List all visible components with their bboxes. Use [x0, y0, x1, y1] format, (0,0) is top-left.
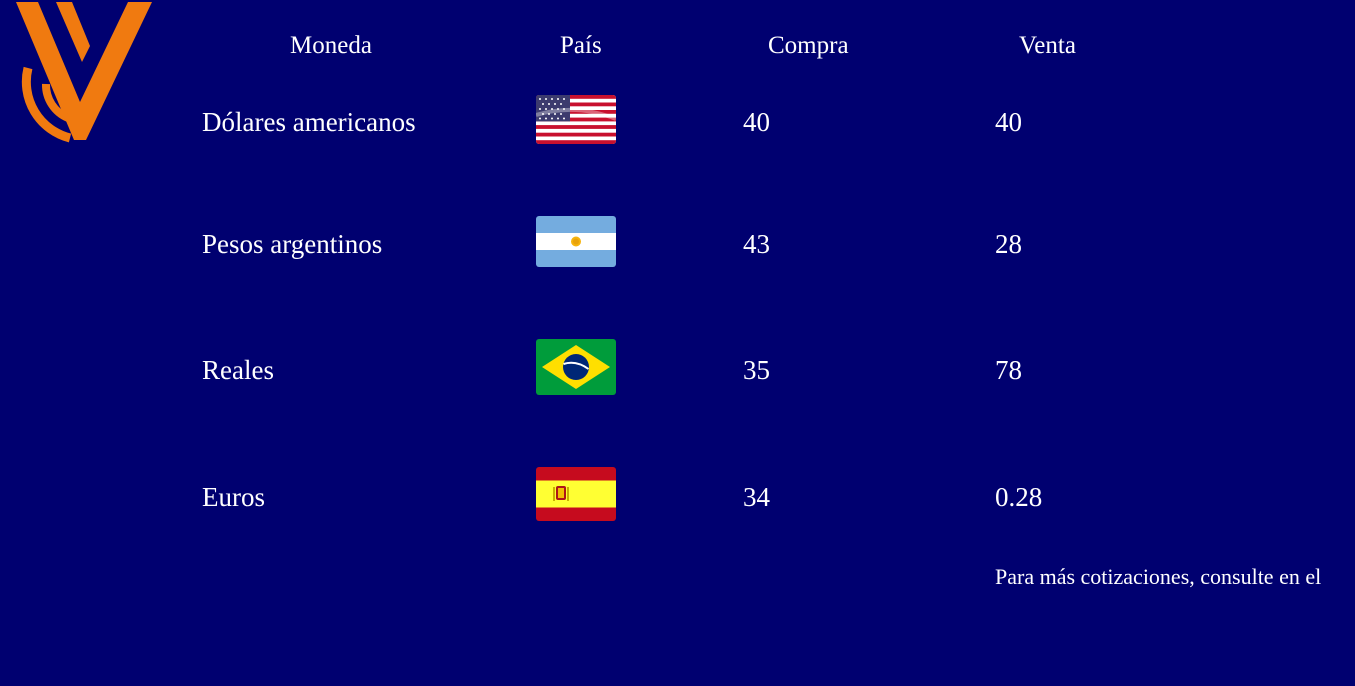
- buy-value: 35: [743, 355, 770, 385]
- header-country: País: [560, 32, 602, 59]
- buy-value: 34: [743, 482, 770, 512]
- sell-value: 78: [995, 355, 1022, 385]
- sell-value: 0.28: [995, 482, 1043, 512]
- header-currency: Moneda: [290, 32, 372, 59]
- currency-name: Pesos argentinos: [202, 229, 383, 259]
- cv-logo-icon: [16, 2, 152, 143]
- spain-flag-icon: [536, 467, 616, 521]
- header-sell: Venta: [1019, 32, 1076, 59]
- brazil-flag-icon: [536, 339, 616, 395]
- buy-value: 43: [743, 229, 770, 259]
- argentina-flag-icon: [536, 216, 616, 267]
- currency-name: Dólares americanos: [202, 107, 416, 137]
- usa-flag-icon: [536, 95, 616, 144]
- sell-value: 28: [995, 229, 1022, 259]
- currency-name: Reales: [202, 355, 274, 385]
- sell-value: 40: [995, 107, 1022, 137]
- currency-name: Euros: [202, 482, 265, 512]
- buy-value: 40: [743, 107, 770, 137]
- more-rates-note: Para más cotizaciones, consulte en el: [995, 564, 1322, 589]
- header-buy: Compra: [768, 32, 849, 59]
